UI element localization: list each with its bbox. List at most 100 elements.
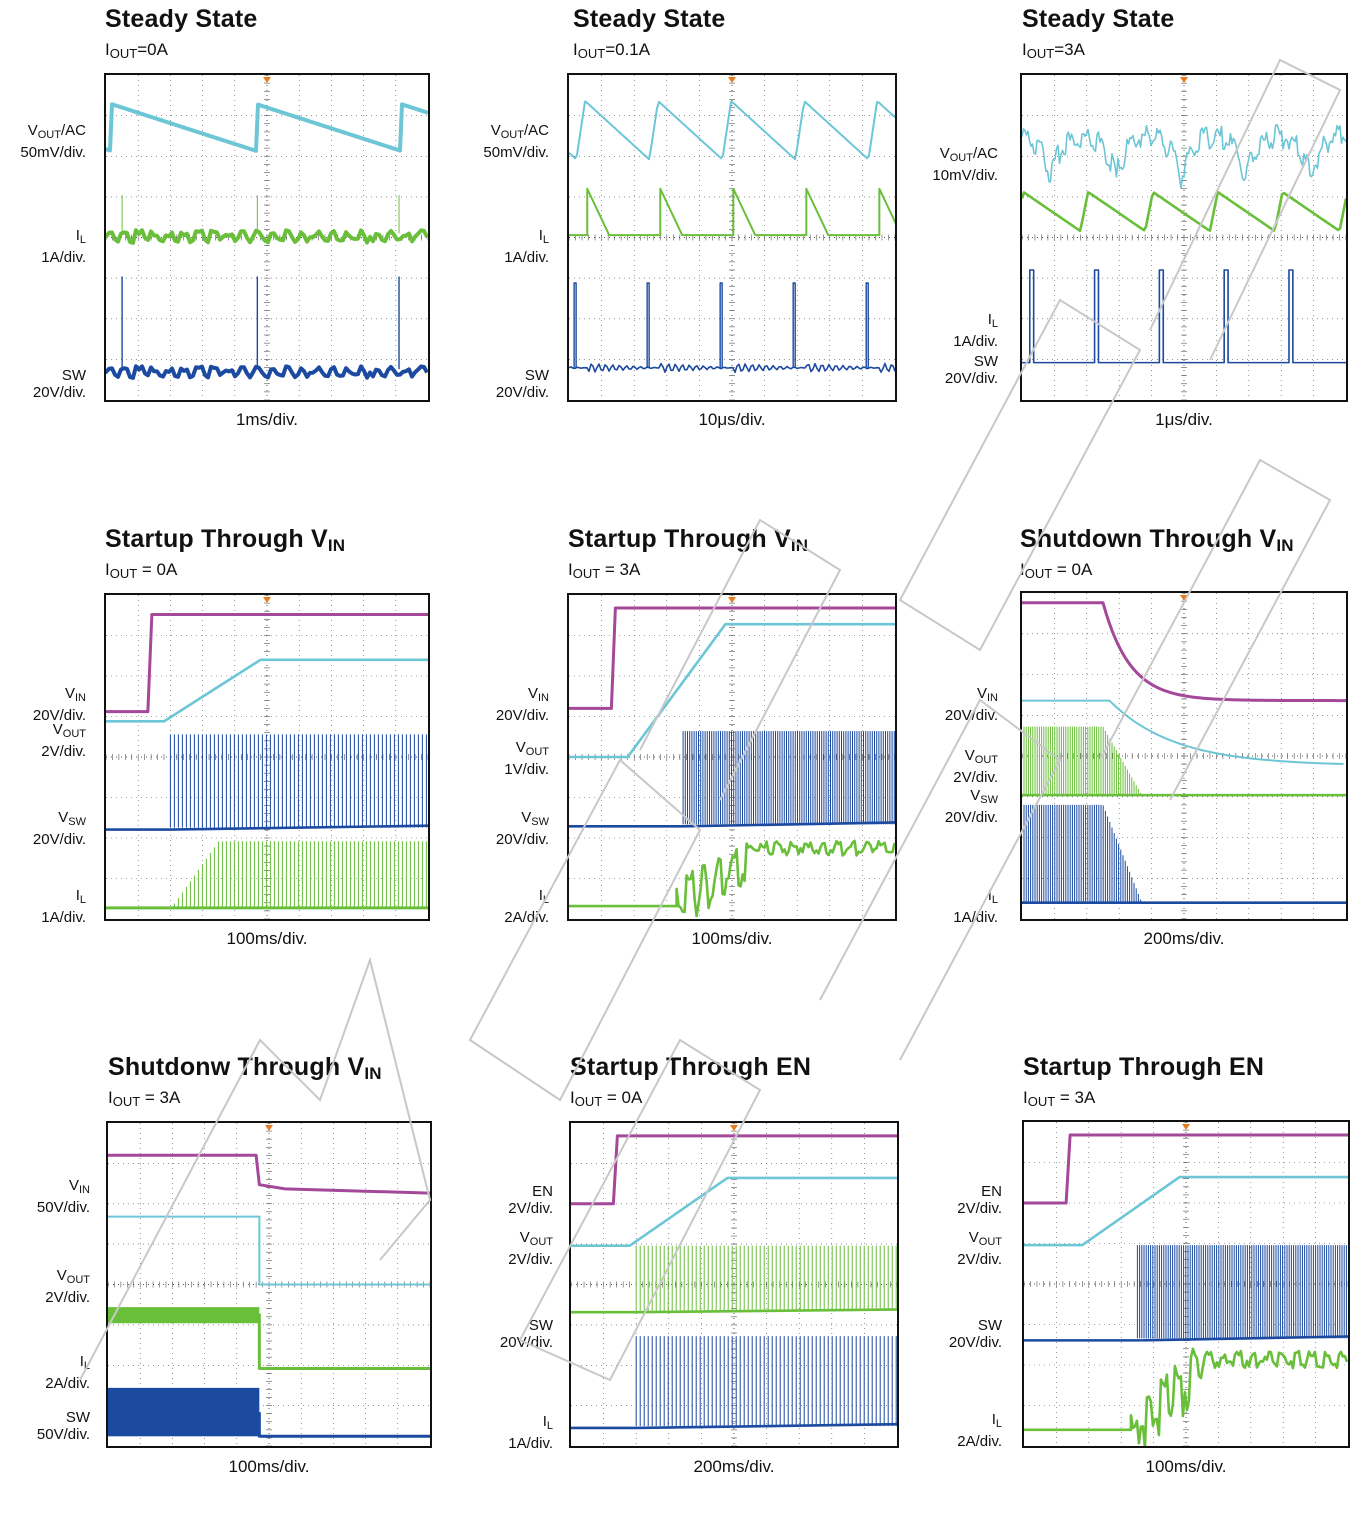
panel-title: Steady State bbox=[573, 5, 726, 33]
panel-startup-en-3a: Startup Through EN IOUT = 3A EN 2V/div. V… bbox=[912, 1053, 1352, 1523]
channel-label-il: IL 2A/div. bbox=[957, 1411, 1002, 1450]
trigger-marker bbox=[263, 77, 271, 83]
scope-screen bbox=[1020, 591, 1348, 921]
channel-label-il: IL 2A/div. bbox=[504, 887, 549, 926]
trace-sw-6-3 bbox=[257, 1412, 430, 1438]
panel-title: Steady State bbox=[1022, 5, 1175, 33]
trace-il-0-1 bbox=[106, 228, 428, 245]
channel-label-vout: VOUT/AC 10mV/div. bbox=[932, 145, 998, 184]
channel-label-en: EN 2V/div. bbox=[957, 1183, 1002, 1217]
panel-steady-state-0-1a: Steady State IOUT=0.1A VOUT/AC 50mV/div. … bbox=[463, 5, 903, 475]
trace-il-2-1 bbox=[1022, 190, 1346, 233]
panel-title: Startup Through VIN bbox=[568, 525, 809, 555]
channel-label-sw: SW 20V/div. bbox=[948, 1317, 1002, 1351]
trigger-marker bbox=[1180, 77, 1188, 83]
trace-il-6-2-band bbox=[108, 1307, 260, 1324]
channel-label-vout: VOUT/AC 50mV/div. bbox=[483, 122, 549, 161]
channel-label-vsw: VSW 20V/div. bbox=[32, 809, 86, 848]
panel-shutdown-vin-3a: Shutdonw Through VIN IOUT = 3A VIN 50V/di… bbox=[0, 1053, 440, 1523]
panel-startup-vin-3a: Startup Through VIN IOUT = 3A VIN 20V/div… bbox=[463, 525, 903, 995]
trigger-marker bbox=[730, 1125, 738, 1131]
panel-shutdown-vin-0a: Shutdown Through VIN IOUT = 0A VIN 20V/di… bbox=[912, 525, 1352, 995]
panel-subtitle: IOUT = 3A bbox=[1023, 1088, 1096, 1109]
channel-label-il: IL 1A/div. bbox=[953, 887, 998, 926]
channel-label-il: IL 1A/div. bbox=[41, 887, 86, 926]
panel-subtitle: IOUT=0A bbox=[105, 40, 168, 61]
trace-sw-5-3-switching bbox=[1023, 804, 1142, 903]
timebase-label: 100ms/div. bbox=[1145, 1457, 1227, 1476]
trace-il-5-2-switching bbox=[1023, 726, 1142, 796]
scope-screen bbox=[1022, 1120, 1350, 1448]
channel-label-vout: VOUT 2V/div. bbox=[45, 1267, 90, 1306]
trigger-marker bbox=[1182, 1124, 1190, 1130]
channel-label-vsw: VSW 20V/div. bbox=[944, 787, 998, 826]
timebase-label: 200ms/div. bbox=[693, 1457, 775, 1476]
trigger-marker bbox=[265, 1125, 273, 1131]
panel-subtitle: IOUT=0.1A bbox=[573, 40, 651, 61]
channel-label-il: IL 1A/div. bbox=[953, 311, 998, 350]
trace-vin-8-0 bbox=[1024, 1133, 1348, 1205]
trace-il-1-1 bbox=[569, 187, 895, 237]
channel-label-vout: VOUT 2V/div. bbox=[508, 1229, 553, 1268]
trace-il-3-3-switching bbox=[169, 841, 427, 910]
scope-screen bbox=[567, 73, 897, 402]
panel-subtitle: IOUT = 3A bbox=[568, 560, 641, 581]
trace-vout-3-1 bbox=[106, 658, 428, 723]
channel-label-vin: VIN 20V/div. bbox=[495, 685, 549, 724]
channel-label-vin: VIN 50V/div. bbox=[36, 1177, 90, 1216]
channel-label-sw: SW 50V/div. bbox=[36, 1409, 90, 1443]
trace-sw-1-2 bbox=[569, 362, 895, 374]
trigger-marker bbox=[728, 597, 736, 603]
channel-label-vsw: VSW 20V/div. bbox=[495, 809, 549, 848]
panel-startup-en-0a: Startup Through EN IOUT = 0A EN 2V/div. V… bbox=[463, 1053, 903, 1523]
trace-sw-7-3 bbox=[571, 1422, 897, 1430]
panel-steady-state-0a: Steady State IOUT=0A VOUT/AC 50mV/div. IL… bbox=[0, 5, 440, 475]
channel-label-sw: SW 20V/div. bbox=[32, 367, 86, 401]
trace-sw-6-3-band bbox=[108, 1387, 260, 1437]
channel-label-sw: SW 20V/div. bbox=[499, 1317, 553, 1351]
trace-vout-8-1 bbox=[1024, 1175, 1348, 1247]
timebase-label: 200ms/div. bbox=[1143, 929, 1225, 948]
trace-il-6-2 bbox=[257, 1313, 430, 1370]
trace-sw-1-2-pulse bbox=[719, 282, 723, 368]
channel-label-il: IL 2A/div. bbox=[45, 1353, 90, 1392]
scope-screen bbox=[1020, 73, 1348, 402]
scope-screen bbox=[569, 1121, 899, 1448]
channel-label-vout: VOUT 2V/div. bbox=[41, 721, 86, 760]
panel-title: Startup Through VIN bbox=[105, 525, 346, 555]
trace-sw-8-2-switching bbox=[1136, 1245, 1347, 1339]
timebase-label: 100ms/div. bbox=[691, 929, 773, 948]
trigger-marker bbox=[728, 77, 736, 83]
trace-sw-1-2-pulse bbox=[865, 282, 869, 368]
trace-sw-0-2 bbox=[106, 364, 428, 380]
channel-label-vout: VOUT 2V/div. bbox=[953, 747, 998, 786]
timebase-label: 100ms/div. bbox=[226, 929, 308, 948]
trace-vin-6-0 bbox=[108, 1153, 430, 1195]
trace-sw-1-2-pulse bbox=[792, 282, 796, 368]
scope-screen bbox=[106, 1121, 432, 1448]
panel-subtitle: IOUT = 0A bbox=[1020, 560, 1093, 581]
channel-label-vin: VIN 20V/div. bbox=[32, 685, 86, 724]
channel-label-il: IL 1A/div. bbox=[504, 227, 549, 266]
channel-label-en: EN 2V/div. bbox=[508, 1183, 553, 1217]
panel-title: Startup Through EN bbox=[1023, 1053, 1265, 1081]
trace-sw-1-2-pulse bbox=[573, 282, 577, 368]
trace-il-8-3 bbox=[1024, 1347, 1348, 1446]
channel-label-vin: VIN 20V/div. bbox=[944, 685, 998, 724]
trace-vout-0-0 bbox=[106, 102, 428, 153]
panel-title: Steady State bbox=[105, 5, 258, 33]
trace-sw-1-2-pulse bbox=[646, 282, 650, 368]
trace-il-7-2-switching bbox=[635, 1245, 897, 1311]
panel-startup-vin-0a: Startup Through VIN IOUT = 0A VIN 20V/div… bbox=[0, 525, 440, 995]
scope-screen bbox=[104, 593, 430, 921]
trigger-marker bbox=[1180, 595, 1188, 601]
trigger-marker bbox=[263, 597, 271, 603]
channel-label-il: IL 1A/div. bbox=[41, 227, 86, 266]
channel-label-sw: SW 20V/div. bbox=[495, 367, 549, 401]
channel-label-il: IL 1A/div. bbox=[508, 1413, 553, 1452]
panel-subtitle: IOUT=3A bbox=[1022, 40, 1085, 61]
panel-subtitle: IOUT = 0A bbox=[105, 560, 178, 581]
trace-sw-3-2-switching bbox=[169, 734, 427, 828]
scope-screen bbox=[567, 593, 897, 921]
trace-vout-6-1 bbox=[108, 1215, 430, 1286]
